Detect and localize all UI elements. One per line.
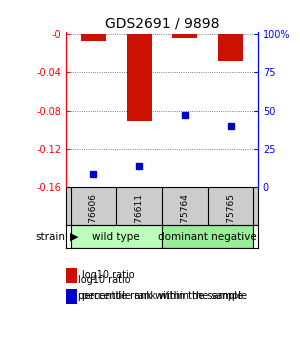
- Text: log10 ratio: log10 ratio: [82, 270, 134, 280]
- Text: dominant negative: dominant negative: [158, 232, 257, 241]
- Bar: [81, 34, 106, 41]
- Bar: [162, 225, 254, 248]
- Bar: [172, 34, 197, 38]
- Text: GSM176611: GSM176611: [135, 193, 144, 248]
- Text: wild type: wild type: [92, 232, 140, 241]
- Text: ▶: ▶: [70, 232, 78, 241]
- Bar: [127, 34, 152, 121]
- Text: GSM175764: GSM175764: [180, 193, 189, 248]
- Text: percentile rank within the sample: percentile rank within the sample: [78, 291, 243, 301]
- Title: GDS2691 / 9898: GDS2691 / 9898: [105, 17, 219, 31]
- Text: percentile rank within the sample: percentile rank within the sample: [82, 291, 247, 302]
- Text: strain: strain: [35, 232, 65, 241]
- Text: GSM175765: GSM175765: [226, 193, 235, 248]
- Bar: [70, 225, 162, 248]
- Bar: [66, 289, 77, 304]
- Bar: [218, 34, 243, 61]
- Text: log10 ratio: log10 ratio: [78, 275, 130, 285]
- Text: GSM176606: GSM176606: [89, 193, 98, 248]
- Bar: [66, 268, 77, 283]
